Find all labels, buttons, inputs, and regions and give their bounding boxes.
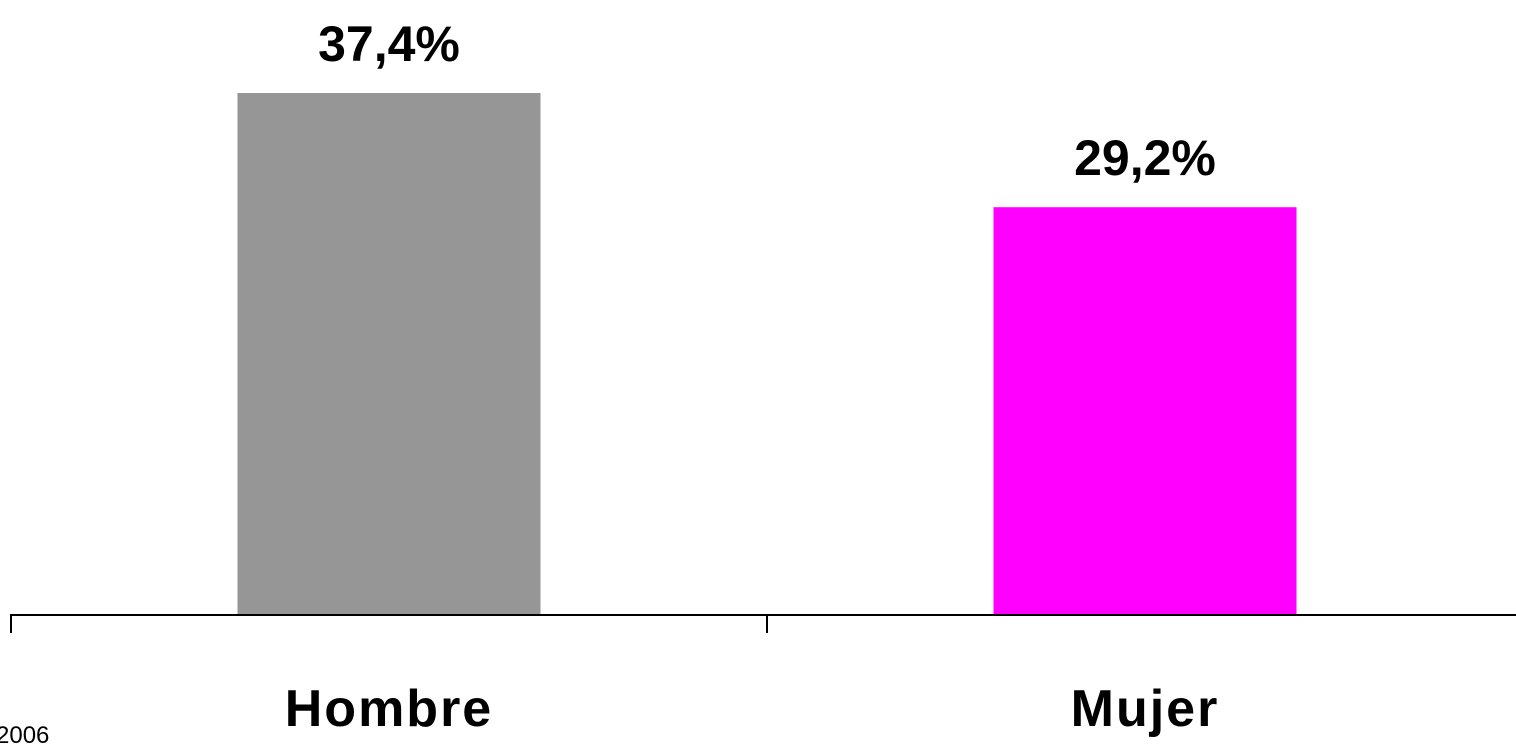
data-label-hombre: 37,4% — [318, 16, 460, 72]
x-tick-label-hombre: Hombre — [285, 680, 493, 737]
x-tick-label-mujer: Mujer — [1071, 680, 1220, 737]
bar-hombre — [237, 93, 541, 614]
labels-layer: 37,4% Hombre 29,2% Mujer — [285, 16, 1220, 737]
data-label-mujer: 29,2% — [1074, 130, 1216, 186]
x-axis — [10, 614, 1516, 633]
bar-mujer — [993, 207, 1297, 614]
bars-layer — [237, 93, 1297, 614]
source-footnote: …a 2006 — [0, 722, 50, 749]
